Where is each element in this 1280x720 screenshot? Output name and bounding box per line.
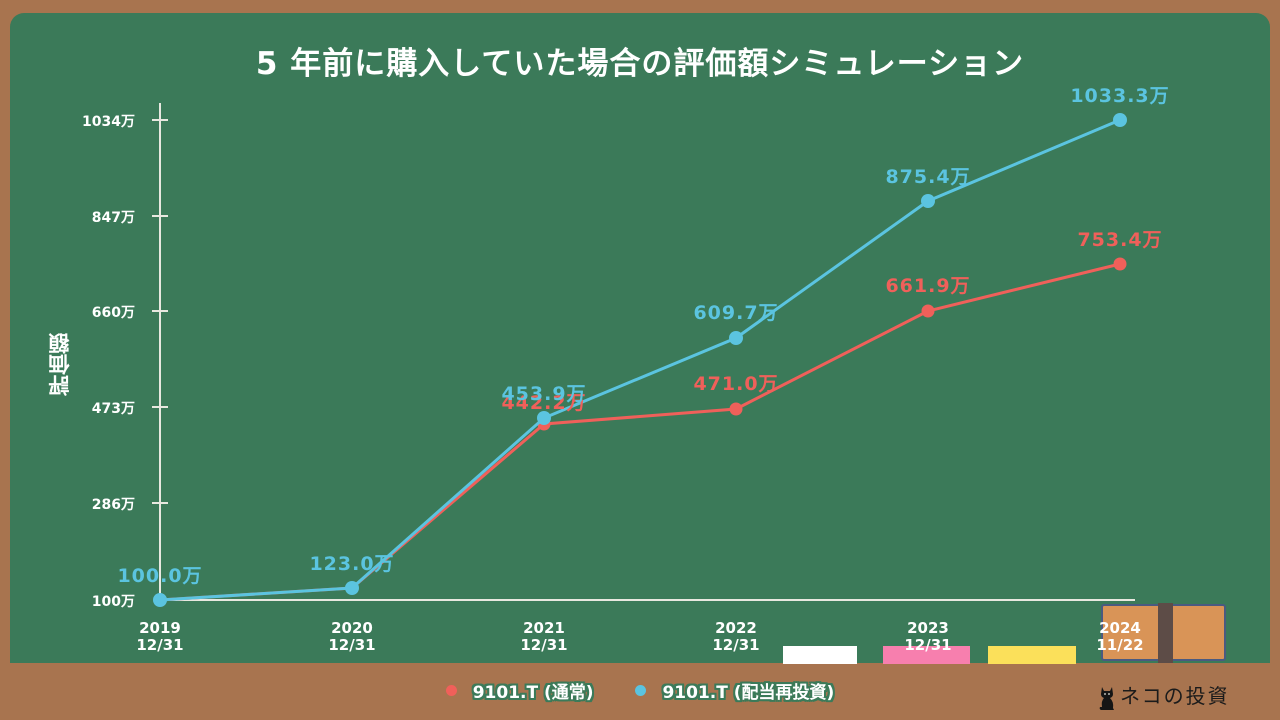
y-tick: 847万 bbox=[91, 210, 135, 226]
series-reinvest-line bbox=[159, 118, 1121, 602]
label-reinvest-2022: 609.7万 bbox=[693, 302, 778, 324]
x-tick: 2022 12/31 bbox=[712, 619, 760, 654]
y-tick: 100万 bbox=[91, 594, 135, 610]
y-tick: 1034万 bbox=[82, 114, 135, 130]
x-tick: 2023 12/31 bbox=[904, 619, 952, 654]
label-reinvest-2021: 453.9万 bbox=[501, 383, 586, 405]
legend: 9101.T (通常) 9101.T (配当再投資) bbox=[0, 678, 1280, 703]
chalkboard bbox=[10, 13, 1270, 663]
series-normal-line bbox=[159, 262, 1121, 602]
chalk-pink bbox=[883, 646, 970, 664]
label-reinvest-2019: 100.0万 bbox=[117, 565, 202, 587]
label-normal-2022: 471.0万 bbox=[693, 373, 778, 395]
y-tick: 286万 bbox=[91, 497, 135, 513]
chalk-yellow bbox=[988, 646, 1076, 664]
label-reinvest-2023: 875.4万 bbox=[885, 166, 970, 188]
label-reinvest-2020: 123.0万 bbox=[309, 553, 394, 575]
black-cat-icon bbox=[1099, 686, 1114, 710]
series-reinvest-points bbox=[153, 113, 1127, 607]
label-normal-2024: 753.4万 bbox=[1077, 229, 1162, 251]
y-tick: 660万 bbox=[91, 305, 135, 321]
x-tick: 2020 12/31 bbox=[328, 619, 376, 654]
label-normal-2023: 661.9万 bbox=[885, 275, 970, 297]
legend-dot-blue-icon bbox=[635, 685, 647, 696]
legend-item-reinvest[interactable]: 9101.T (配当再投資) bbox=[635, 678, 834, 703]
x-tick: 2019 12/31 bbox=[136, 619, 184, 654]
legend-item-normal[interactable]: 9101.T (通常) bbox=[445, 678, 594, 703]
chart-title: 5 年前に購入していた場合の評価額シミュレーション bbox=[255, 46, 1025, 82]
legend-dot-red-icon bbox=[445, 685, 457, 696]
brand-logo: ネコの投資 bbox=[1098, 680, 1230, 711]
label-normal-2021: 442.2万 bbox=[501, 392, 586, 414]
x-tick: 2021 12/31 bbox=[520, 619, 568, 654]
y-tick: 473万 bbox=[91, 401, 135, 417]
x-tick: 2024 11/22 bbox=[1096, 619, 1144, 654]
label-reinvest-2024: 1033.3万 bbox=[1070, 85, 1169, 107]
series-normal-points bbox=[153, 257, 1127, 607]
eraser bbox=[1101, 603, 1226, 663]
chalk-white bbox=[783, 646, 857, 664]
